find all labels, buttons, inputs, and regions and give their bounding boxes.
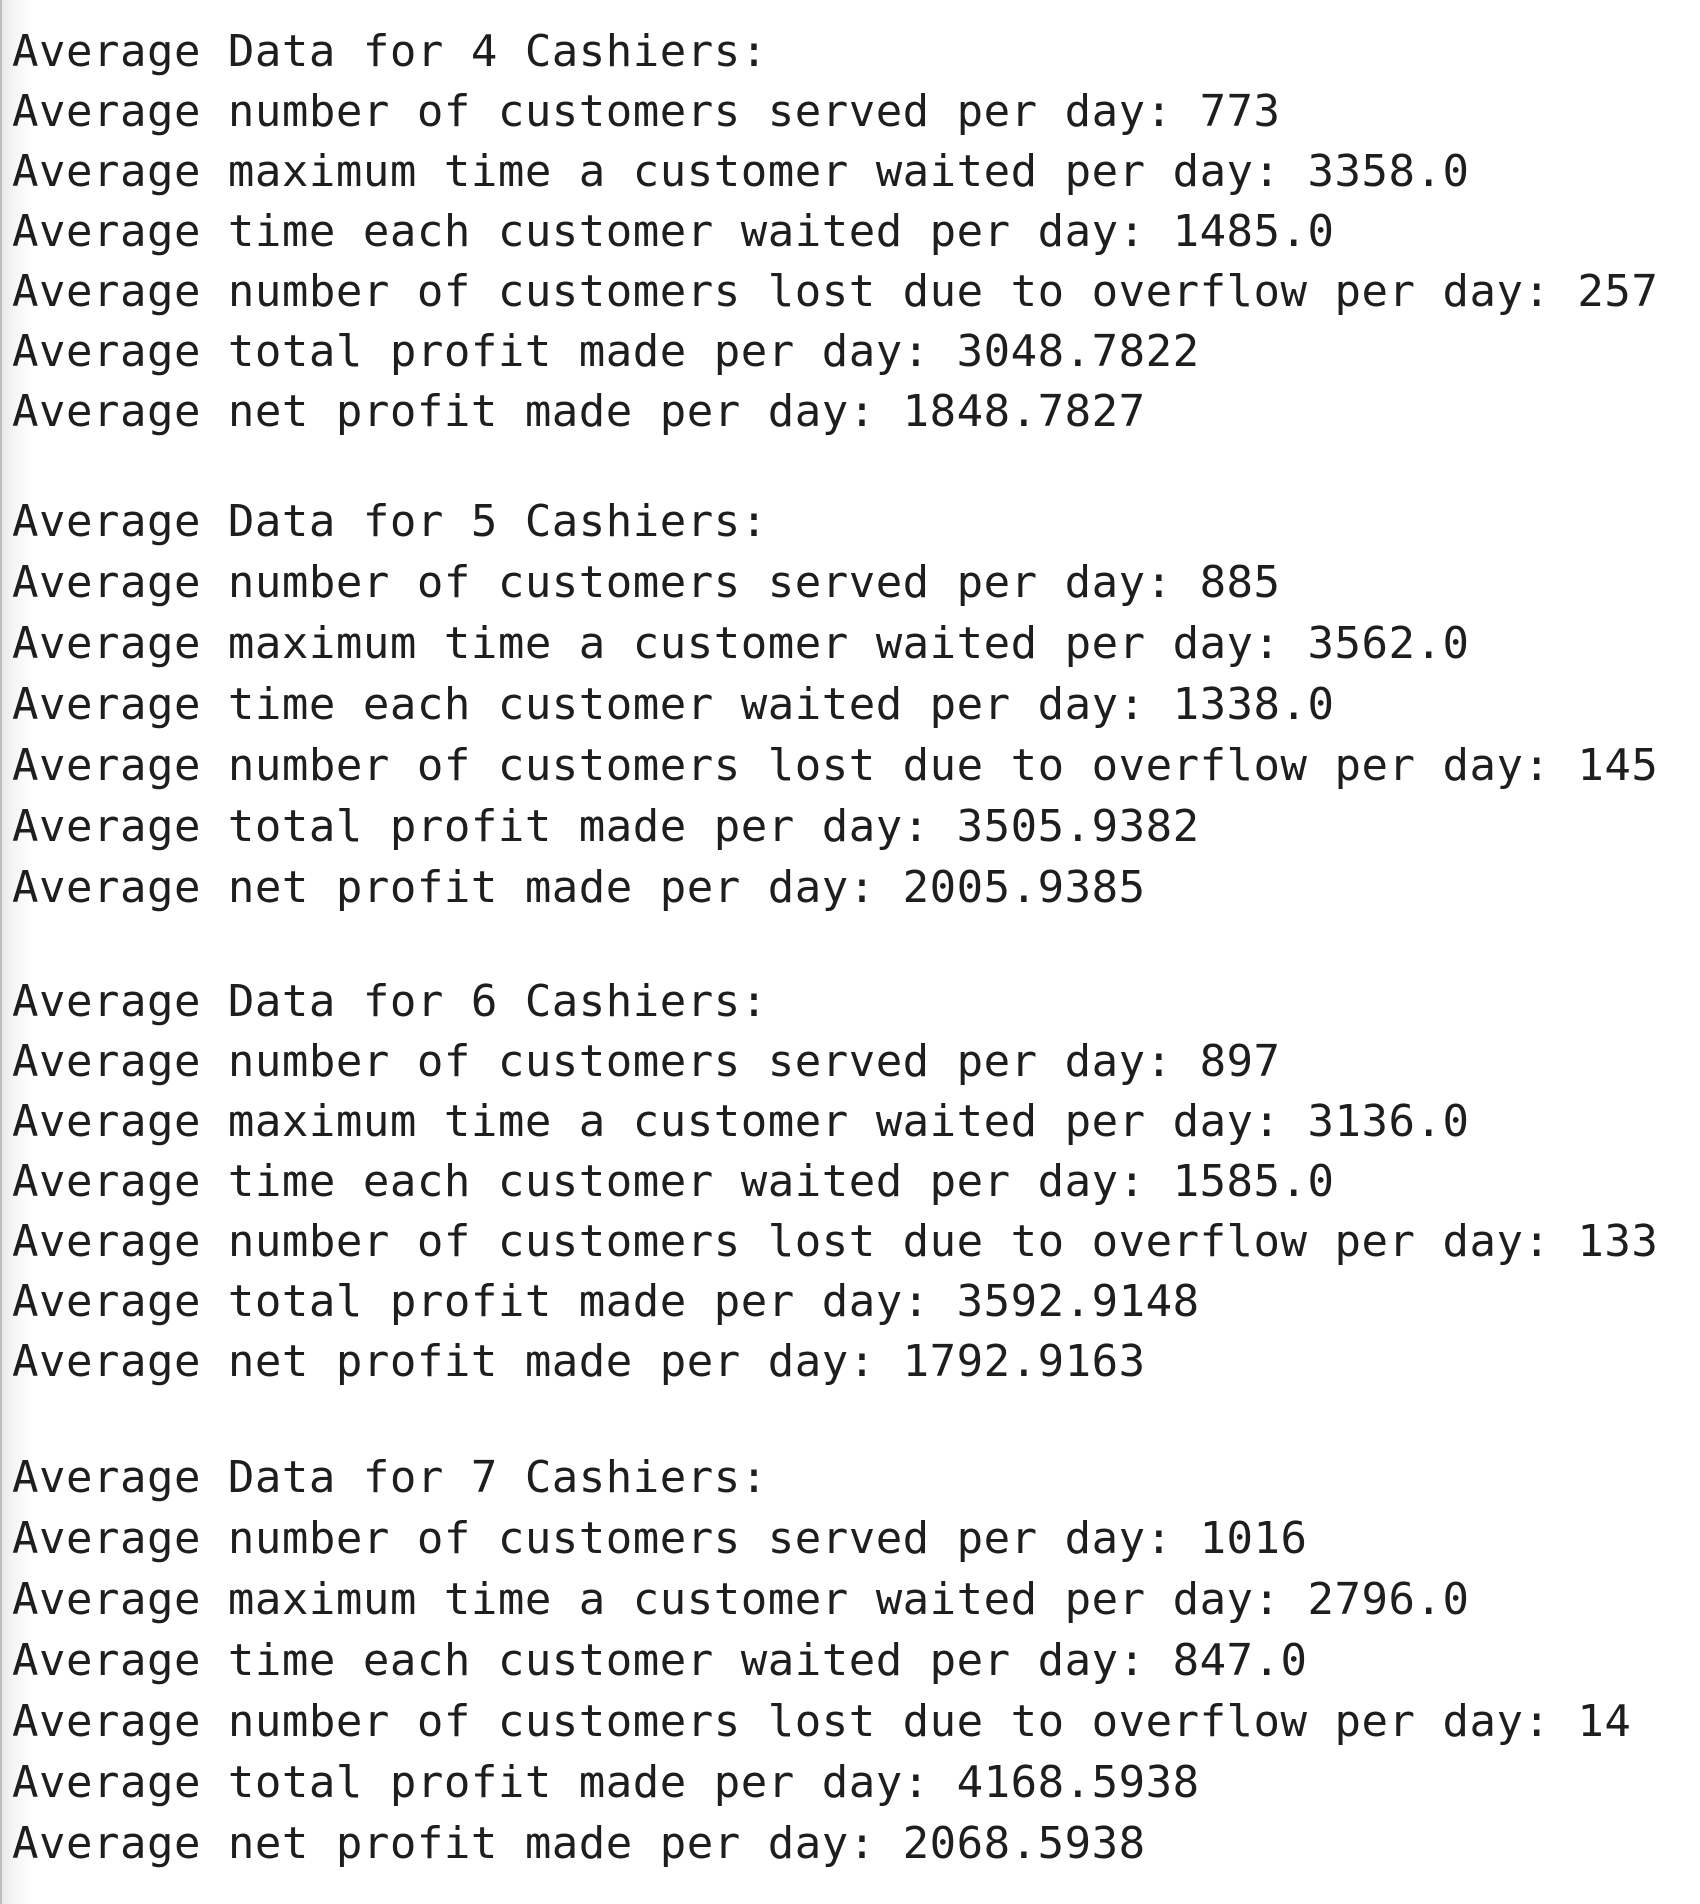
output-line-max-wait: Average maximum time a customer waited p… [12,618,1470,669]
output-line-net-profit: Average net profit made per day: 2068.59… [12,1818,1146,1869]
left-border [0,932,2,1398]
output-line-max-wait: Average maximum time a customer waited p… [12,146,1470,197]
output-line-customers-served: Average number of customers served per d… [12,1513,1308,1564]
output-line-customers-served: Average number of customers served per d… [12,557,1281,608]
output-line-total-profit: Average total profit made per day: 3505.… [12,801,1200,852]
output-line-net-profit: Average net profit made per day: 2005.93… [12,862,1146,913]
left-border [0,1398,2,1904]
output-line-avg-wait: Average time each customer waited per da… [12,679,1335,730]
block-heading: Average Data for 6 Cashiers: [12,976,768,1027]
output-line-max-wait: Average maximum time a customer waited p… [12,1574,1470,1625]
block-heading: Average Data for 5 Cashiers: [12,496,768,547]
output-line-customers-lost: Average number of customers lost due to … [12,266,1659,317]
left-border [0,450,2,932]
output-line-total-profit: Average total profit made per day: 3592.… [12,1276,1200,1327]
output-line-customers-lost: Average number of customers lost due to … [12,740,1659,791]
output-line-total-profit: Average total profit made per day: 3048.… [12,326,1200,377]
output-line-net-profit: Average net profit made per day: 1848.78… [12,386,1146,437]
output-block-5-cashiers: Average Data for 5 Cashiers: Average num… [0,450,1700,932]
output-block-6-cashiers: Average Data for 6 Cashiers: Average num… [0,932,1700,1398]
output-block-4-cashiers: Average Data for 4 Cashiers: Average num… [0,0,1700,450]
output-line-customers-lost: Average number of customers lost due to … [12,1696,1632,1747]
output-line-total-profit: Average total profit made per day: 4168.… [12,1757,1200,1808]
left-border [0,0,2,450]
output-line-customers-lost: Average number of customers lost due to … [12,1216,1659,1267]
block-heading: Average Data for 7 Cashiers: [12,1452,768,1503]
output-line-avg-wait: Average time each customer waited per da… [12,1635,1308,1686]
output-line-avg-wait: Average time each customer waited per da… [12,1156,1335,1207]
output-line-avg-wait: Average time each customer waited per da… [12,206,1335,257]
output-line-customers-served: Average number of customers served per d… [12,1036,1281,1087]
output-line-net-profit: Average net profit made per day: 1792.91… [12,1336,1146,1387]
output-line-customers-served: Average number of customers served per d… [12,86,1281,137]
output-block-7-cashiers: Average Data for 7 Cashiers: Average num… [0,1398,1700,1904]
output-line-max-wait: Average maximum time a customer waited p… [12,1096,1470,1147]
block-heading: Average Data for 4 Cashiers: [12,26,768,77]
